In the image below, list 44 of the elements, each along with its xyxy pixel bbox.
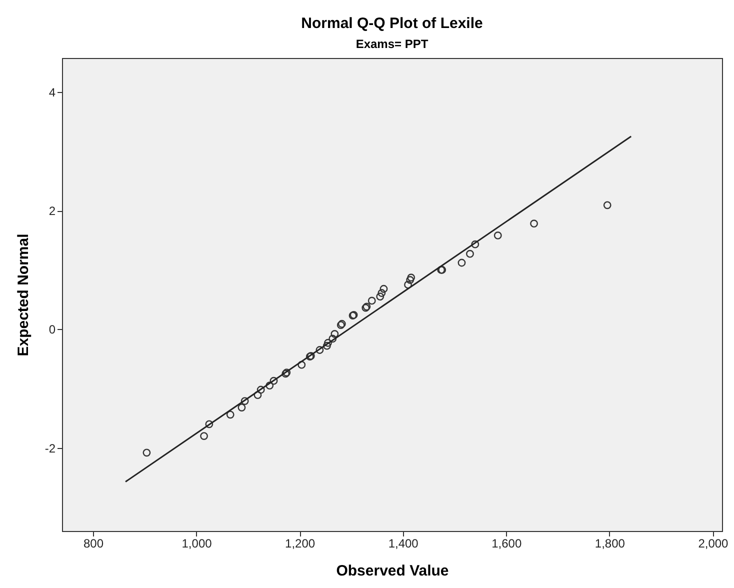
chart-title: Normal Q-Q Plot of Lexile [301, 15, 483, 32]
x-tick-label: 800 [83, 536, 104, 550]
x-tick-label: 1,400 [388, 536, 419, 550]
point [466, 250, 474, 258]
x-axis-title: Observed Value [336, 562, 449, 580]
y-tick-label: -2 [44, 441, 56, 456]
point [238, 404, 246, 412]
x-tick-label: 1,800 [594, 536, 626, 550]
point [530, 220, 538, 228]
point [226, 410, 234, 419]
point [380, 284, 388, 293]
x-tick-label: 2,000 [698, 536, 729, 550]
point [205, 420, 214, 428]
point [254, 391, 262, 400]
point [316, 346, 324, 354]
point [270, 376, 278, 385]
point [603, 201, 612, 210]
point [330, 330, 339, 338]
point [376, 292, 384, 301]
point [494, 232, 502, 240]
x-tick-label: 1,600 [492, 536, 522, 550]
point [322, 342, 331, 350]
point [404, 280, 412, 289]
point [200, 432, 208, 440]
point [240, 397, 249, 405]
point [368, 296, 376, 305]
point [298, 360, 306, 369]
x-tick-label: 1,000 [182, 536, 212, 550]
point [471, 240, 480, 248]
y-tick-label: 2 [48, 204, 56, 218]
point [324, 338, 332, 347]
point [378, 289, 386, 297]
y-tick-label: 4 [48, 85, 56, 100]
point [142, 448, 151, 457]
point [328, 334, 337, 343]
point [406, 276, 414, 284]
point [266, 382, 274, 390]
chart-subtitle: Exams= PPT [356, 37, 429, 51]
x-tick-label: 1,200 [285, 536, 316, 550]
point [407, 274, 416, 282]
point [458, 258, 466, 267]
y-axis-title: Expected Normal [14, 234, 32, 356]
point [256, 386, 265, 394]
y-tick-label: 0 [48, 322, 56, 337]
